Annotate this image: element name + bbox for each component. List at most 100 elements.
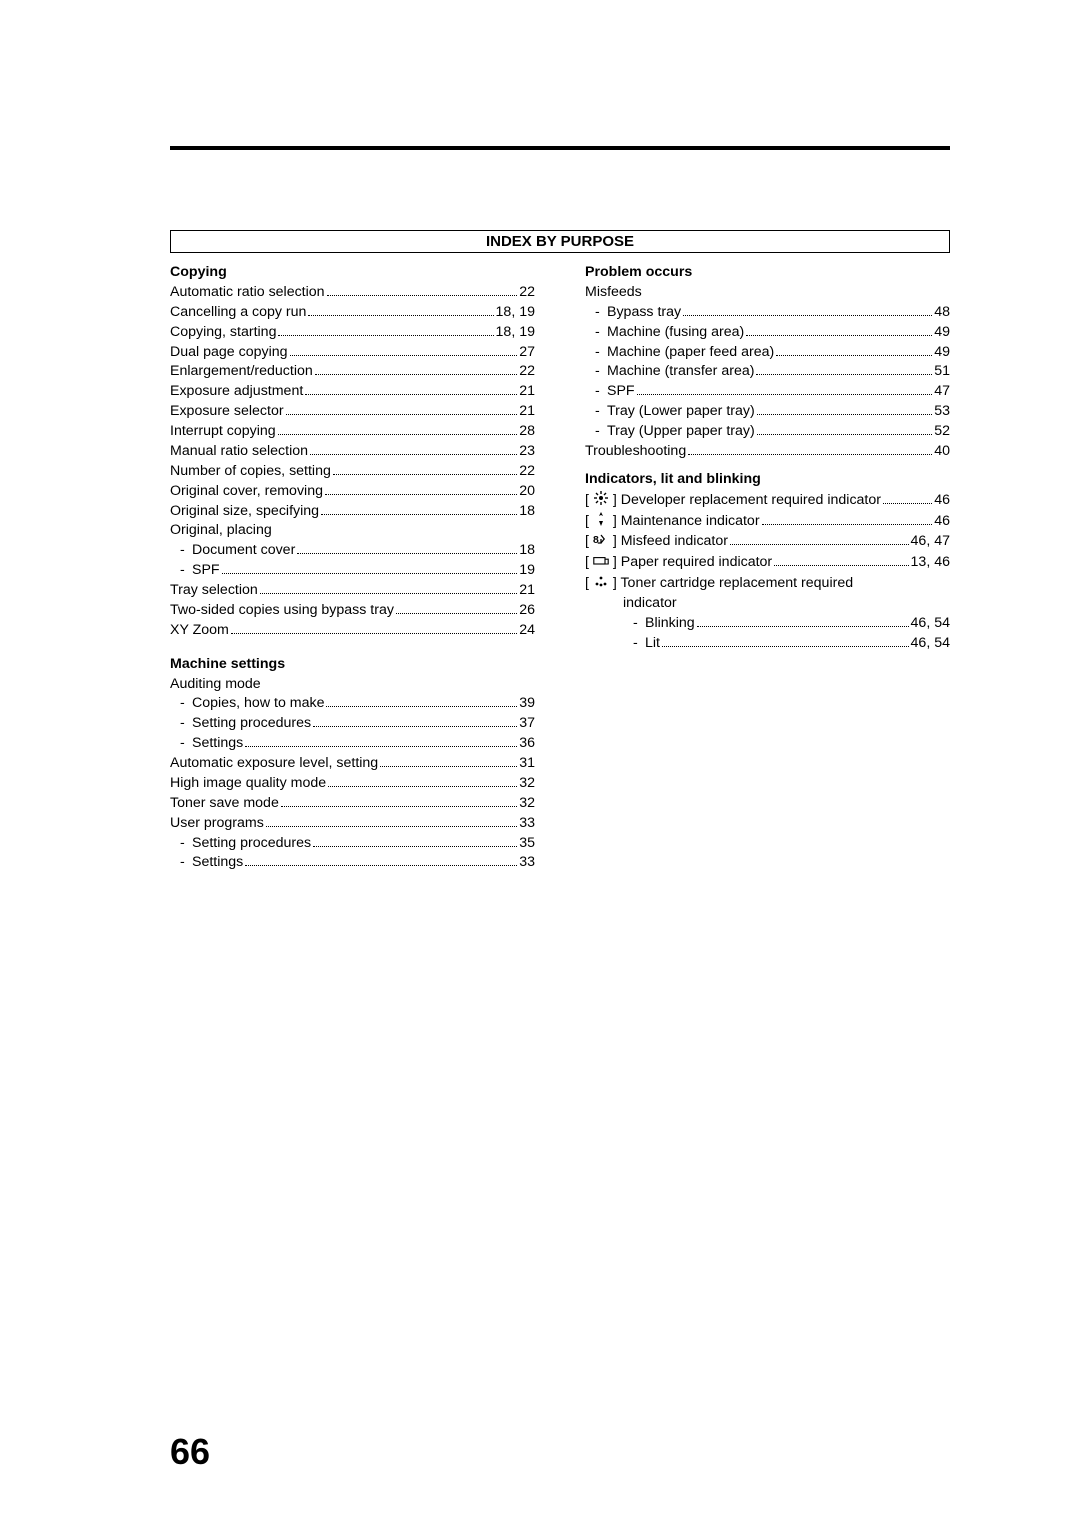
toner-entry: [ ] Toner cartridge replacement required… bbox=[585, 573, 950, 654]
leader-dots bbox=[290, 355, 518, 356]
leader-dots bbox=[308, 315, 493, 316]
troubleshooting-page: 40 bbox=[934, 442, 950, 462]
leader-dots bbox=[776, 355, 932, 356]
entry-page: 46 bbox=[934, 512, 950, 532]
index-columns: Copying Automatic ratio selection22Cance… bbox=[170, 259, 950, 873]
entry-label: [ ] Maintenance indicator bbox=[585, 511, 760, 532]
leader-dots bbox=[396, 613, 517, 614]
index-entry: Settings 33 bbox=[170, 853, 535, 873]
index-entry: Blinking 46, 54 bbox=[585, 614, 950, 634]
right-column: Problem occurs Misfeeds Bypass tray48Mac… bbox=[585, 259, 950, 873]
index-entry: Machine (transfer area) 51 bbox=[585, 362, 950, 382]
entry-label: SPF bbox=[192, 561, 220, 581]
entry-page: 28 bbox=[519, 422, 535, 442]
index-entry: High image quality mode32 bbox=[170, 774, 535, 794]
section-header: INDEX BY PURPOSE bbox=[170, 230, 950, 253]
entry-label: [ ] Developer replacement required indic… bbox=[585, 490, 881, 511]
entry-label: Lit bbox=[645, 634, 660, 654]
entry-page: 13, 46 bbox=[911, 553, 950, 573]
indicators-title: Indicators, lit and blinking bbox=[585, 470, 950, 490]
entry-label: Settings bbox=[192, 853, 243, 873]
entry-page: 22 bbox=[519, 462, 535, 482]
entry-page: 27 bbox=[519, 343, 535, 363]
entry-page: 51 bbox=[934, 362, 950, 382]
top-rule bbox=[170, 146, 950, 150]
toner-icon-wrap: [ ] bbox=[585, 575, 617, 591]
entry-label: Document cover bbox=[192, 541, 295, 561]
entry-label: Enlargement/reduction bbox=[170, 362, 313, 382]
leader-dots bbox=[883, 503, 932, 504]
troubleshooting-entry: Troubleshooting 40 bbox=[585, 442, 950, 462]
entry-label: Machine (transfer area) bbox=[607, 362, 754, 382]
entry-page: 21 bbox=[519, 581, 535, 601]
leader-dots bbox=[305, 394, 517, 395]
problem-title: Problem occurs bbox=[585, 263, 950, 283]
entry-label: Manual ratio selection bbox=[170, 442, 308, 462]
index-entry: Number of copies, setting22 bbox=[170, 462, 535, 482]
entry-label: Machine (fusing area) bbox=[607, 323, 744, 343]
index-entry: Dual page copying27 bbox=[170, 343, 535, 363]
paper-icon: [ ] bbox=[585, 554, 617, 570]
entry-page: 37 bbox=[519, 714, 535, 734]
entry-page: 18, 19 bbox=[496, 323, 535, 343]
entry-page: 36 bbox=[519, 734, 535, 754]
auditing-label: Auditing mode bbox=[170, 675, 535, 695]
entry-page: 48 bbox=[934, 303, 950, 323]
leader-dots bbox=[333, 474, 517, 475]
leader-dots bbox=[774, 565, 908, 566]
entry-label: Cancelling a copy run bbox=[170, 303, 306, 323]
entry-label: Interrupt copying bbox=[170, 422, 276, 442]
entry-page: 35 bbox=[519, 834, 535, 854]
index-entry: Exposure selector21 bbox=[170, 402, 535, 422]
entry-label: Tray (Upper paper tray) bbox=[607, 422, 755, 442]
entry-label: Toner save mode bbox=[170, 794, 279, 814]
page: INDEX BY PURPOSE Copying Automatic ratio… bbox=[0, 0, 1080, 1528]
index-entry: Original cover, removing20 bbox=[170, 482, 535, 502]
index-entry: Copies, how to make39 bbox=[170, 694, 535, 714]
entry-label: SPF bbox=[607, 382, 635, 402]
developer-icon: [ ] bbox=[585, 492, 617, 508]
index-entry: Toner save mode32 bbox=[170, 794, 535, 814]
index-entry: Automatic exposure level, setting 31 bbox=[170, 754, 535, 774]
indicator-entry: [ ] Paper required indicator13, 46 bbox=[585, 552, 950, 573]
leader-dots bbox=[756, 374, 932, 375]
entry-page: 18 bbox=[519, 502, 535, 522]
leader-dots bbox=[688, 454, 932, 455]
index-entry: Tray (Upper paper tray)52 bbox=[585, 422, 950, 442]
entry-label: Bypass tray bbox=[607, 303, 681, 323]
index-entry: Document cover 18 bbox=[170, 541, 535, 561]
entry-page: 18 bbox=[519, 541, 535, 561]
entry-label: Automatic exposure level, setting bbox=[170, 754, 378, 774]
entry-page: 31 bbox=[519, 754, 535, 774]
index-entry: Machine (paper feed area)49 bbox=[585, 343, 950, 363]
index-entry: Copying, starting18, 19 bbox=[170, 323, 535, 343]
leader-dots bbox=[326, 706, 517, 707]
entry-label: XY Zoom bbox=[170, 621, 229, 641]
leader-dots bbox=[313, 726, 517, 727]
leader-dots bbox=[380, 766, 517, 767]
entry-page: 22 bbox=[519, 362, 535, 382]
original-placing-label: Original, placing bbox=[170, 521, 535, 541]
leader-dots bbox=[245, 746, 517, 747]
entry-page: 46, 54 bbox=[911, 614, 950, 634]
entry-label: Tray (Lower paper tray) bbox=[607, 402, 755, 422]
entry-label: Original size, specifying bbox=[170, 502, 319, 522]
leader-dots bbox=[328, 786, 517, 787]
entry-page: 26 bbox=[519, 601, 535, 621]
leader-dots bbox=[757, 434, 933, 435]
entry-page: 46 bbox=[934, 491, 950, 511]
index-entry: Enlargement/reduction 22 bbox=[170, 362, 535, 382]
entry-label: Blinking bbox=[645, 614, 695, 634]
entry-label: High image quality mode bbox=[170, 774, 326, 794]
leader-dots bbox=[266, 826, 517, 827]
entry-page: 33 bbox=[519, 853, 535, 873]
toner-label2: indicator bbox=[585, 594, 950, 614]
leader-dots bbox=[297, 553, 517, 554]
leader-dots bbox=[730, 544, 909, 545]
index-entry: SPF19 bbox=[170, 561, 535, 581]
leader-dots bbox=[231, 633, 517, 634]
index-entry: Tray (Lower paper tray)53 bbox=[585, 402, 950, 422]
entry-label: Setting procedures bbox=[192, 834, 311, 854]
troubleshooting-label: Troubleshooting bbox=[585, 442, 686, 462]
leader-dots bbox=[327, 295, 518, 296]
